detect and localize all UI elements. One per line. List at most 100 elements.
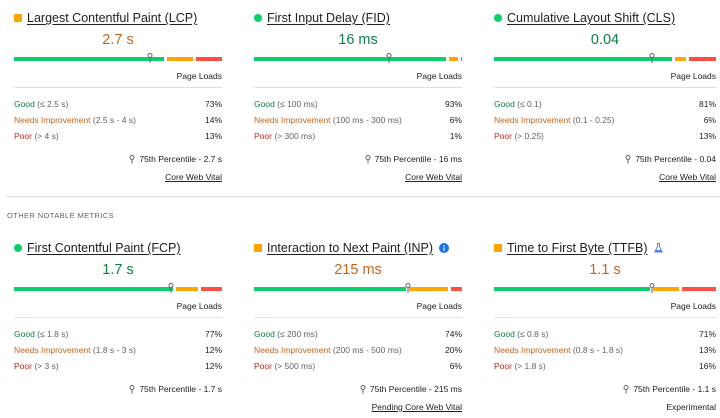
metric-value: 2.7 s	[102, 32, 134, 48]
bar-segment-needs-improvement	[448, 57, 459, 61]
poor-percent: 6%	[449, 361, 462, 371]
card-divider	[494, 317, 716, 318]
poor-range: (> 1.8 s)	[514, 361, 546, 371]
metric-title-link[interactable]: First Input Delay (FID)	[267, 11, 390, 25]
percentile-row: 75th Percentile - 1.7 s	[129, 384, 222, 394]
pin-icon	[625, 154, 631, 163]
bar-segment-poor	[681, 287, 716, 291]
percentile-marker-icon	[405, 283, 411, 293]
footer-link[interactable]: Core Web Vital	[659, 172, 716, 182]
poor-row: Poor (> 500 ms) 6%	[254, 360, 462, 372]
good-row: Good (≤ 0.8 s) 71%	[494, 328, 716, 340]
metric-value: 16 ms	[338, 32, 378, 48]
poor-label: Poor	[254, 361, 272, 371]
needs-improvement-label: Needs Improvement	[494, 345, 571, 355]
bar-segment-needs-improvement	[409, 287, 448, 291]
metric-title-row: First Contentful Paint (FCP)	[14, 240, 181, 256]
bar-segment-poor	[196, 57, 222, 61]
footer-link[interactable]: Core Web Vital	[165, 172, 222, 182]
good-percent: 81%	[698, 99, 716, 109]
needs-improvement-label: Needs Improvement	[254, 345, 331, 355]
needs-improvement-range: (2.5 s - 4 s)	[92, 115, 136, 125]
poor-label: Poor	[494, 131, 512, 141]
bar-segment-needs-improvement	[653, 287, 679, 291]
needs-improvement-range: (1.8 s - 3 s)	[92, 345, 136, 355]
needs-improvement-label: Needs Improvement	[14, 345, 91, 355]
flask-icon	[653, 243, 663, 253]
percentile-row: 75th Percentile - 0.04	[625, 154, 716, 164]
page-loads-label: Page Loads	[416, 301, 462, 311]
section-divider	[6, 196, 720, 197]
page-loads-label: Page Loads	[176, 71, 222, 81]
good-range: (≤ 0.8 s)	[517, 329, 549, 339]
title-extra	[439, 243, 450, 253]
percentile-marker-icon	[649, 53, 655, 63]
good-row: Good (≤ 100 ms) 93%	[254, 98, 462, 110]
title-extra	[653, 243, 663, 253]
poor-row: Poor (> 3 s) 12%	[14, 360, 222, 372]
pin-icon	[129, 384, 135, 393]
percentile-text: 75th Percentile - 215 ms	[369, 384, 462, 394]
distribution-bar	[494, 53, 716, 63]
metric-card-cls: Cumulative Layout Shift (CLS) 0.04 Page …	[494, 6, 716, 186]
metric-card-fid: First Input Delay (FID) 16 ms Page Loads…	[254, 6, 462, 186]
poor-label: Poor	[254, 131, 272, 141]
good-range: (≤ 200 ms)	[277, 329, 318, 339]
poor-row: Poor (> 4 s) 13%	[14, 130, 222, 142]
card-divider	[14, 317, 222, 318]
good-row: Good (≤ 0.1) 81%	[494, 98, 716, 110]
poor-range: (> 0.25)	[514, 131, 544, 141]
good-row: Good (≤ 200 ms) 74%	[254, 328, 462, 340]
info-icon[interactable]	[439, 243, 450, 253]
metric-card-inp: Interaction to Next Paint (INP) 215 ms P…	[254, 236, 462, 416]
metric-title-link[interactable]: Largest Contentful Paint (LCP)	[27, 11, 198, 25]
pin-icon	[360, 384, 366, 393]
metric-title-row: First Input Delay (FID)	[254, 10, 390, 26]
metric-title-link[interactable]: First Contentful Paint (FCP)	[27, 241, 181, 255]
distribution-bar	[14, 283, 222, 293]
poor-percent: 16%	[698, 361, 716, 371]
poor-label: Poor	[14, 131, 32, 141]
metric-value: 1.7 s	[102, 262, 134, 278]
status-indicator-icon	[494, 244, 502, 252]
distribution-bar	[494, 283, 716, 293]
good-row: Good (≤ 2.5 s) 73%	[14, 98, 222, 110]
footer-link: Experimental	[666, 402, 716, 412]
page-loads-label: Page Loads	[416, 71, 462, 81]
percentile-marker-icon	[649, 283, 655, 293]
bar-segment-good	[254, 57, 446, 61]
card-divider	[14, 87, 222, 88]
needs-improvement-row: Needs Improvement (0.8 s - 1.8 s) 13%	[494, 344, 716, 356]
percentile-row: 75th Percentile - 215 ms	[360, 384, 462, 394]
metric-card-fcp: First Contentful Paint (FCP) 1.7 s Page …	[14, 236, 222, 416]
percentile-text: 75th Percentile - 1.7 s	[139, 384, 222, 394]
percentile-text: 75th Percentile - 2.7 s	[139, 154, 222, 164]
good-label: Good	[254, 99, 275, 109]
needs-improvement-row: Needs Improvement (200 ms - 500 ms) 20%	[254, 344, 462, 356]
good-label: Good	[254, 329, 275, 339]
metric-value: 215 ms	[334, 262, 382, 278]
percentile-text: 75th Percentile - 0.04	[635, 154, 716, 164]
percentile-text: 75th Percentile - 16 ms	[374, 154, 462, 164]
poor-label: Poor	[14, 361, 32, 371]
bar-segment-needs-improvement	[175, 287, 198, 291]
status-indicator-icon	[254, 244, 262, 252]
metric-title-link[interactable]: Cumulative Layout Shift (CLS)	[507, 11, 676, 25]
metric-value: 1.1 s	[589, 262, 621, 278]
distribution-bar	[14, 53, 222, 63]
pin-icon	[365, 154, 371, 163]
good-label: Good	[14, 329, 35, 339]
poor-range: (> 3 s)	[34, 361, 59, 371]
needs-improvement-row: Needs Improvement (0.1 - 0.25) 6%	[494, 114, 716, 126]
metric-title-link[interactable]: Interaction to Next Paint (INP)	[267, 241, 434, 255]
good-percent: 74%	[444, 329, 462, 339]
poor-percent: 12%	[204, 361, 222, 371]
needs-improvement-label: Needs Improvement	[494, 115, 571, 125]
bar-segment-good	[14, 57, 165, 61]
page-loads-label: Page Loads	[176, 301, 222, 311]
footer-link[interactable]: Core Web Vital	[405, 172, 462, 182]
metric-title-link[interactable]: Time to First Byte (TTFB)	[507, 241, 648, 255]
good-label: Good	[494, 329, 515, 339]
page-loads-label: Page Loads	[670, 71, 716, 81]
footer-link[interactable]: Pending Core Web Vital	[371, 402, 462, 412]
